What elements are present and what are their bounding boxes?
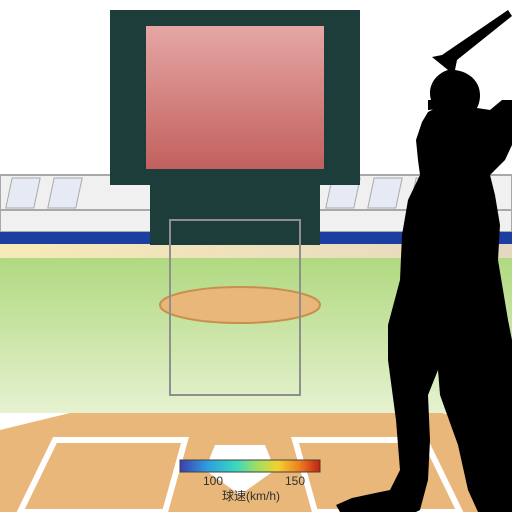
scoreboard-base (150, 185, 320, 245)
legend-axis-label: 球速(km/h) (222, 489, 280, 503)
stand-panel (6, 178, 40, 208)
stand-panel (368, 178, 402, 208)
scene-svg: 100 150 球速(km/h) (0, 0, 512, 512)
legend-colorbar (180, 460, 320, 472)
legend-tick-label: 150 (285, 474, 305, 488)
stand-panel (48, 178, 82, 208)
pitch-view-canvas: 100 150 球速(km/h) (0, 0, 512, 512)
legend-tick-label: 100 (203, 474, 223, 488)
pitchers-mound (160, 287, 320, 323)
scoreboard-screen (145, 25, 325, 170)
